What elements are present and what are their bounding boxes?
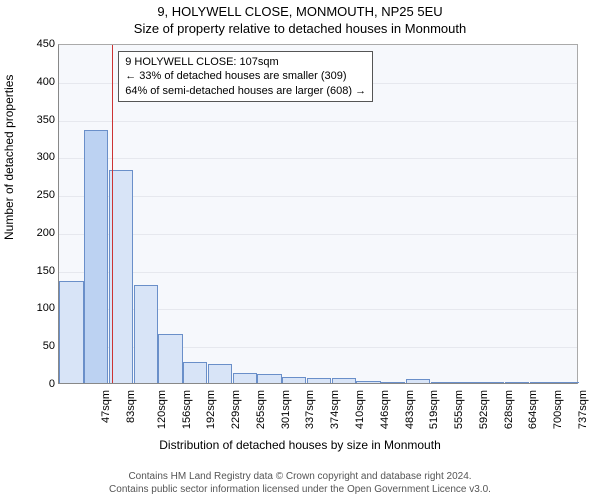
annot-line1: 9 HOLYWELL CLOSE: 107sqm xyxy=(125,55,366,69)
x-tick: 337sqm xyxy=(305,390,317,429)
annotation-box: 9 HOLYWELL CLOSE: 107sqm ← 33% of detach… xyxy=(118,51,373,102)
bar xyxy=(381,382,405,383)
x-tick: 410sqm xyxy=(354,390,366,429)
chart-container: Number of detached properties 9 HOLYWELL… xyxy=(0,40,600,440)
x-tick: 156sqm xyxy=(181,390,193,429)
y-tick: 250 xyxy=(37,189,55,201)
y-axis-label: Number of detached properties xyxy=(2,75,16,240)
bar xyxy=(158,334,182,383)
annot-line2: ← 33% of detached houses are smaller (30… xyxy=(125,69,366,83)
bar xyxy=(307,378,331,383)
bar xyxy=(530,382,554,383)
y-tick: 100 xyxy=(37,302,55,314)
x-tick: 301sqm xyxy=(280,390,292,429)
x-tick: 483sqm xyxy=(404,390,416,429)
x-tick: 592sqm xyxy=(478,390,490,429)
attrib-line1: Contains HM Land Registry data © Crown c… xyxy=(0,470,600,483)
y-tick: 150 xyxy=(37,265,55,277)
bar xyxy=(134,285,158,383)
reference-line xyxy=(112,45,113,383)
bar xyxy=(84,130,108,383)
attribution: Contains HM Land Registry data © Crown c… xyxy=(0,470,600,496)
bar xyxy=(431,382,455,383)
bar xyxy=(455,382,479,383)
page-title: 9, HOLYWELL CLOSE, MONMOUTH, NP25 5EU xyxy=(0,0,600,19)
x-tick: 700sqm xyxy=(552,390,564,429)
y-tick: 200 xyxy=(37,227,55,239)
bar xyxy=(480,382,504,383)
bar xyxy=(183,362,207,383)
bar xyxy=(332,378,356,383)
bar xyxy=(406,379,430,383)
x-tick: 47sqm xyxy=(100,390,112,423)
y-tick: 350 xyxy=(37,114,55,126)
bar xyxy=(208,364,232,383)
bar xyxy=(257,374,281,383)
bar xyxy=(505,382,529,384)
y-tick: 300 xyxy=(37,151,55,163)
x-axis-label: Distribution of detached houses by size … xyxy=(0,438,600,452)
annot-line3: 64% of semi-detached houses are larger (… xyxy=(125,84,366,98)
x-tick: 628sqm xyxy=(503,390,515,429)
bar xyxy=(233,373,257,383)
bar xyxy=(356,381,380,383)
x-tick: 265sqm xyxy=(255,390,267,429)
x-tick: 555sqm xyxy=(453,390,465,429)
x-tick: 192sqm xyxy=(206,390,218,429)
bar xyxy=(282,377,306,383)
x-tick: 83sqm xyxy=(125,390,137,423)
x-tick: 229sqm xyxy=(230,390,242,429)
x-tick: 664sqm xyxy=(527,390,539,429)
x-tick: 737sqm xyxy=(577,390,589,429)
x-tick: 519sqm xyxy=(428,390,440,429)
x-tick: 374sqm xyxy=(329,390,341,429)
bar xyxy=(59,281,83,383)
x-tick: 446sqm xyxy=(379,390,391,429)
page-subtitle: Size of property relative to detached ho… xyxy=(0,19,600,36)
attrib-line2: Contains public sector information licen… xyxy=(0,483,600,496)
y-tick: 50 xyxy=(43,340,55,352)
y-tick: 450 xyxy=(37,38,55,50)
y-tick: 400 xyxy=(37,76,55,88)
y-tick: 0 xyxy=(49,378,55,390)
x-tick: 120sqm xyxy=(156,390,168,429)
plot-area: 9 HOLYWELL CLOSE: 107sqm ← 33% of detach… xyxy=(58,44,578,384)
bar xyxy=(554,382,578,383)
